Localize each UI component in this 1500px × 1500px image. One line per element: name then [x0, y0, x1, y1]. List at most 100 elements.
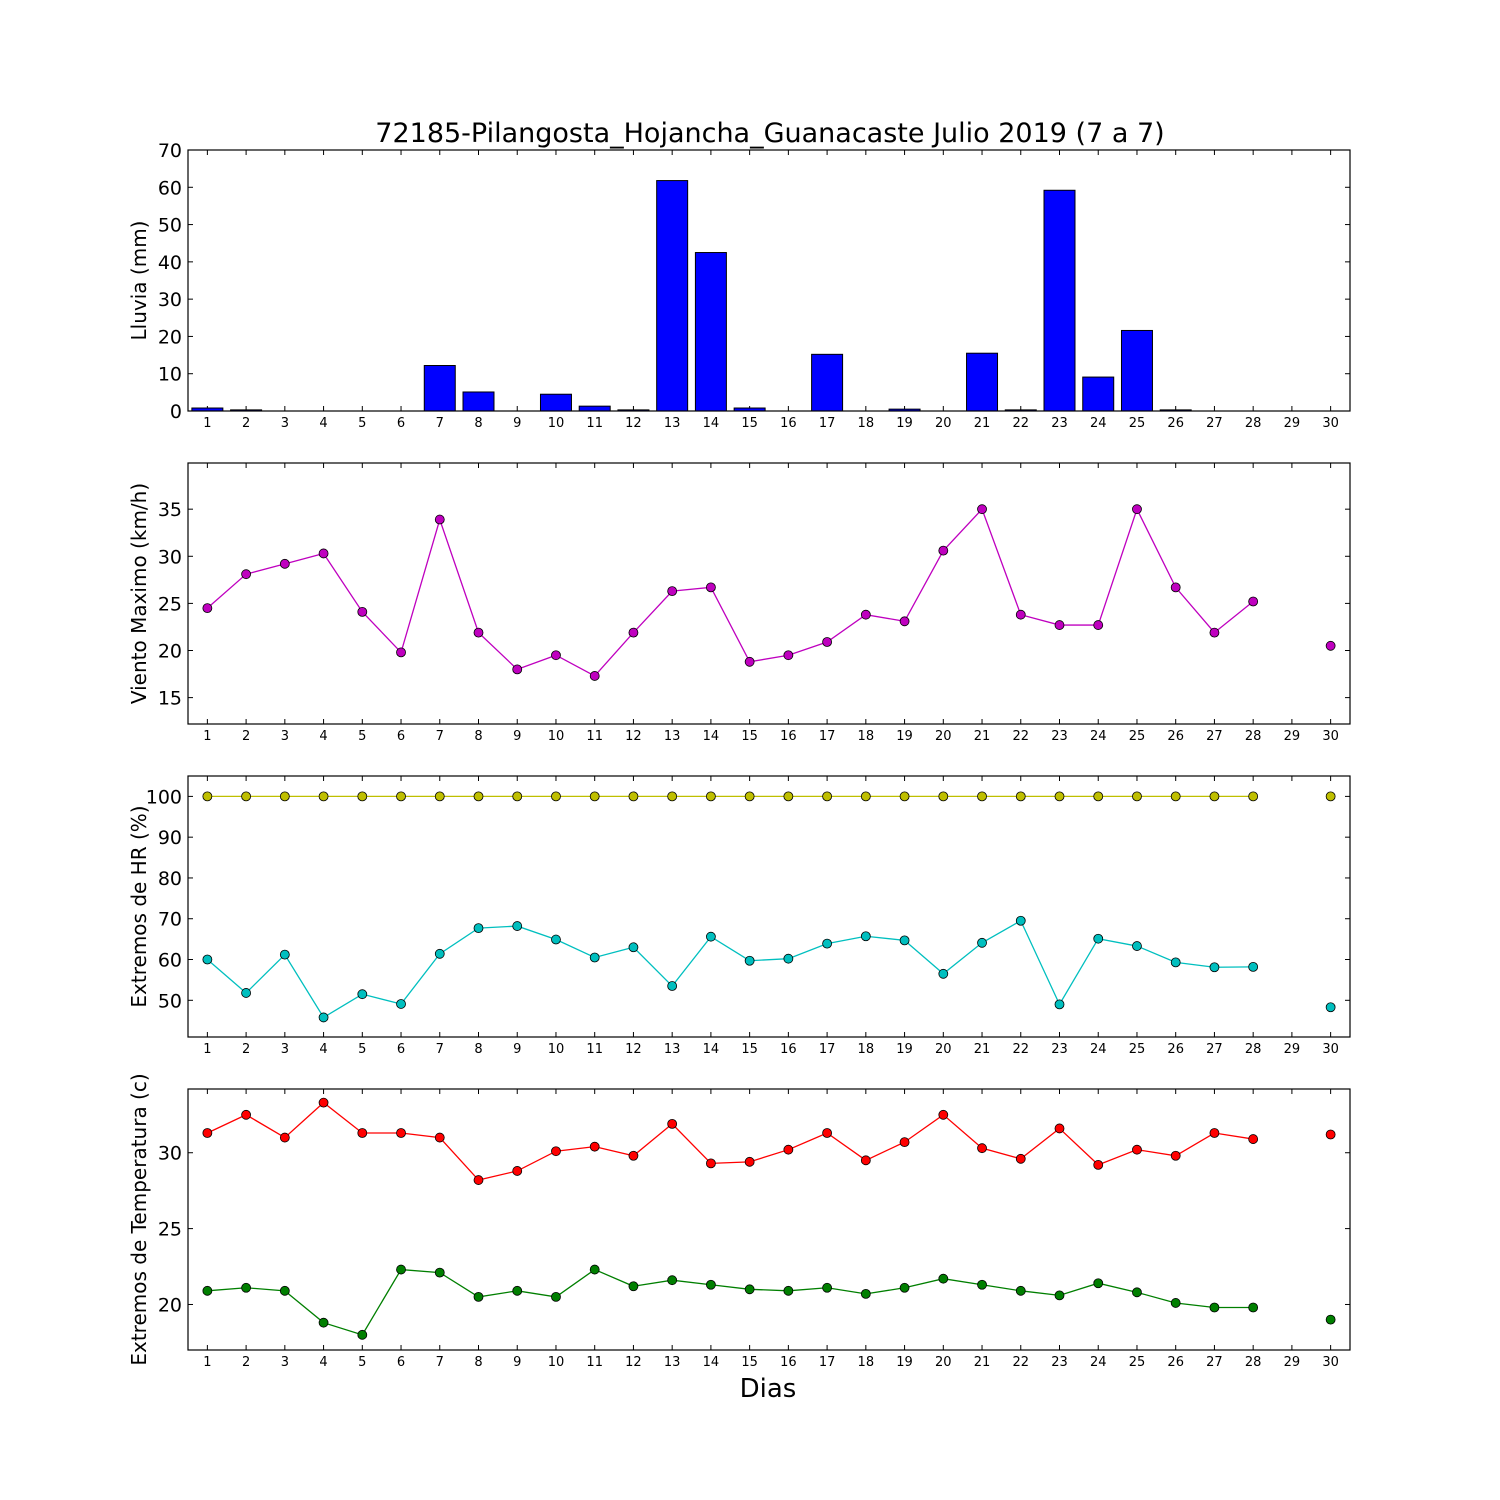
rain-plot-frame [187, 149, 1351, 412]
temperature-series-1-point-day-14 [706, 1279, 716, 1290]
rain-xtick-label: 23 [1051, 416, 1068, 431]
temperature-xtick-label: 1 [203, 1355, 211, 1370]
wind-xtick-label: 30 [1322, 729, 1339, 744]
temperature-series-1-point-day-17 [822, 1282, 832, 1293]
temperature-xtick-label: 21 [974, 1355, 991, 1370]
humidity-ytick-label: 60 [158, 950, 182, 972]
rain-ytick-label: 10 [158, 364, 182, 386]
rain-xtick-label: 15 [741, 416, 758, 431]
temperature-series-1-point-day-9 [512, 1285, 523, 1296]
temperature-series-1-point-day-16 [783, 1285, 794, 1296]
humidity-series-1-point-day-5 [357, 989, 368, 1000]
temperature-series-1-point-day-8 [473, 1291, 484, 1302]
temperature-series-0-point-day-7 [434, 1132, 445, 1143]
rain-xtick-label: 1 [203, 416, 211, 431]
rain-bar-day-17 [811, 353, 844, 412]
humidity-series-1-point-day-24 [1093, 933, 1104, 944]
humidity-xtick-label: 5 [358, 1042, 366, 1057]
temperature-ytick-label: 25 [158, 1219, 182, 1241]
rain-ytick-label: 60 [158, 177, 182, 199]
humidity-xtick-label: 8 [474, 1042, 482, 1057]
humidity-ylabel: Extremos de HR (%) [127, 805, 151, 1007]
humidity-xtick-label: 15 [741, 1042, 758, 1057]
temperature-series-0-point-day-17 [822, 1128, 832, 1138]
humidity-xtick-label: 2 [242, 1042, 250, 1057]
rain-bar-day-13 [656, 180, 689, 412]
temperature-xtick-label: 9 [513, 1355, 521, 1370]
humidity-xtick-label: 21 [974, 1042, 991, 1057]
wind-series-0-point-day-30 [1325, 640, 1336, 651]
temperature-xtick-label: 4 [319, 1355, 327, 1370]
wind-xtick-label: 1 [203, 729, 211, 744]
humidity-series-1-point-day-3 [279, 949, 290, 960]
humidity-ytick-label: 90 [158, 827, 182, 849]
humidity-series-1-point-day-19 [899, 935, 910, 946]
humidity-series-0-point-day-9 [512, 791, 523, 802]
humidity-series-0-point-day-13 [667, 791, 678, 802]
temperature-xtick-label: 19 [896, 1355, 913, 1370]
temperature-xtick-label: 2 [242, 1355, 250, 1370]
temperature-series-0-point-day-4 [318, 1097, 329, 1108]
wind-xtick-label: 14 [703, 729, 720, 744]
rain-bar-day-21 [966, 352, 999, 412]
wind-series-0-point-day-5 [357, 606, 368, 617]
wind-xtick-label: 10 [548, 729, 565, 744]
temperature-series-0-point-day-30 [1325, 1129, 1336, 1140]
humidity-series-1-point-day-2 [241, 988, 252, 998]
humidity-series-1-point-day-7 [434, 948, 445, 959]
rain-xtick-label: 9 [513, 416, 521, 431]
temperature-xtick-label: 13 [664, 1355, 681, 1370]
humidity-series-0-point-day-5 [357, 791, 368, 802]
rain-bar-day-25 [1120, 329, 1153, 412]
rain-ytick-label: 30 [158, 289, 182, 311]
wind-ylabel: Viento Maximo (km/h) [127, 483, 151, 704]
rain-xtick-label: 8 [474, 416, 482, 431]
temperature-series-0-point-day-14 [706, 1158, 716, 1169]
humidity-series-0-point-day-19 [899, 791, 910, 802]
humidity-series-1-point-day-18 [860, 931, 871, 942]
humidity-series-0-point-day-7 [434, 791, 445, 802]
temperature-series-0-point-day-23 [1054, 1123, 1065, 1134]
humidity-series-0-point-day-18 [860, 791, 871, 802]
humidity-xtick-label: 24 [1090, 1042, 1107, 1057]
rain-ytick-label: 40 [158, 252, 182, 274]
humidity-xtick-label: 27 [1206, 1042, 1223, 1057]
rain-xtick-label: 24 [1090, 416, 1107, 431]
temperature-xtick-label: 16 [780, 1355, 797, 1370]
wind-series-0-point-day-21 [977, 504, 987, 515]
wind-xtick-label: 8 [474, 729, 482, 744]
temperature-xtick-label: 23 [1051, 1355, 1068, 1370]
wind-series-0-point-day-6 [396, 647, 406, 658]
wind-series-0-point-day-27 [1209, 627, 1220, 638]
wind-xtick-label: 13 [664, 729, 681, 744]
humidity-xtick-label: 25 [1129, 1042, 1146, 1057]
temperature-series-1-point-day-11 [589, 1264, 600, 1275]
temperature-series-1-point-day-12 [628, 1281, 639, 1292]
humidity-xtick-label: 6 [397, 1042, 405, 1057]
wind-xtick-label: 27 [1206, 729, 1223, 744]
temperature-xtick-label: 14 [703, 1355, 720, 1370]
temperature-series-1-point-day-6 [396, 1264, 406, 1275]
temperature-xtick-label: 8 [474, 1355, 482, 1370]
humidity-series-1-point-day-1 [202, 954, 213, 965]
wind-series-0-point-day-24 [1093, 620, 1104, 630]
temperature-series-0-point-day-1 [202, 1128, 213, 1138]
temperature-xtick-label: 29 [1284, 1355, 1301, 1370]
humidity-series-1-point-day-20 [938, 968, 949, 979]
rain-ytick-label: 70 [158, 140, 182, 162]
temperature-series-1-point-day-19 [899, 1282, 910, 1293]
temperature-series-1-point-day-2 [241, 1282, 252, 1293]
humidity-series-0-point-day-27 [1209, 791, 1220, 802]
rain-ytick-label: 50 [158, 215, 182, 237]
wind-xtick-label: 20 [935, 729, 952, 744]
humidity-series-1-point-day-23 [1054, 999, 1065, 1010]
rain-xtick-label: 3 [281, 416, 289, 431]
rain-xtick-label: 4 [319, 416, 327, 431]
temperature-series-1-point-day-25 [1132, 1287, 1142, 1298]
temperature-xtick-label: 27 [1206, 1355, 1223, 1370]
wind-xtick-label: 25 [1129, 729, 1146, 744]
rain-xtick-label: 19 [896, 416, 913, 431]
rain-bar-day-24 [1082, 376, 1115, 412]
rain-xtick-label: 5 [358, 416, 366, 431]
humidity-series-1-line [206, 919, 1254, 1019]
